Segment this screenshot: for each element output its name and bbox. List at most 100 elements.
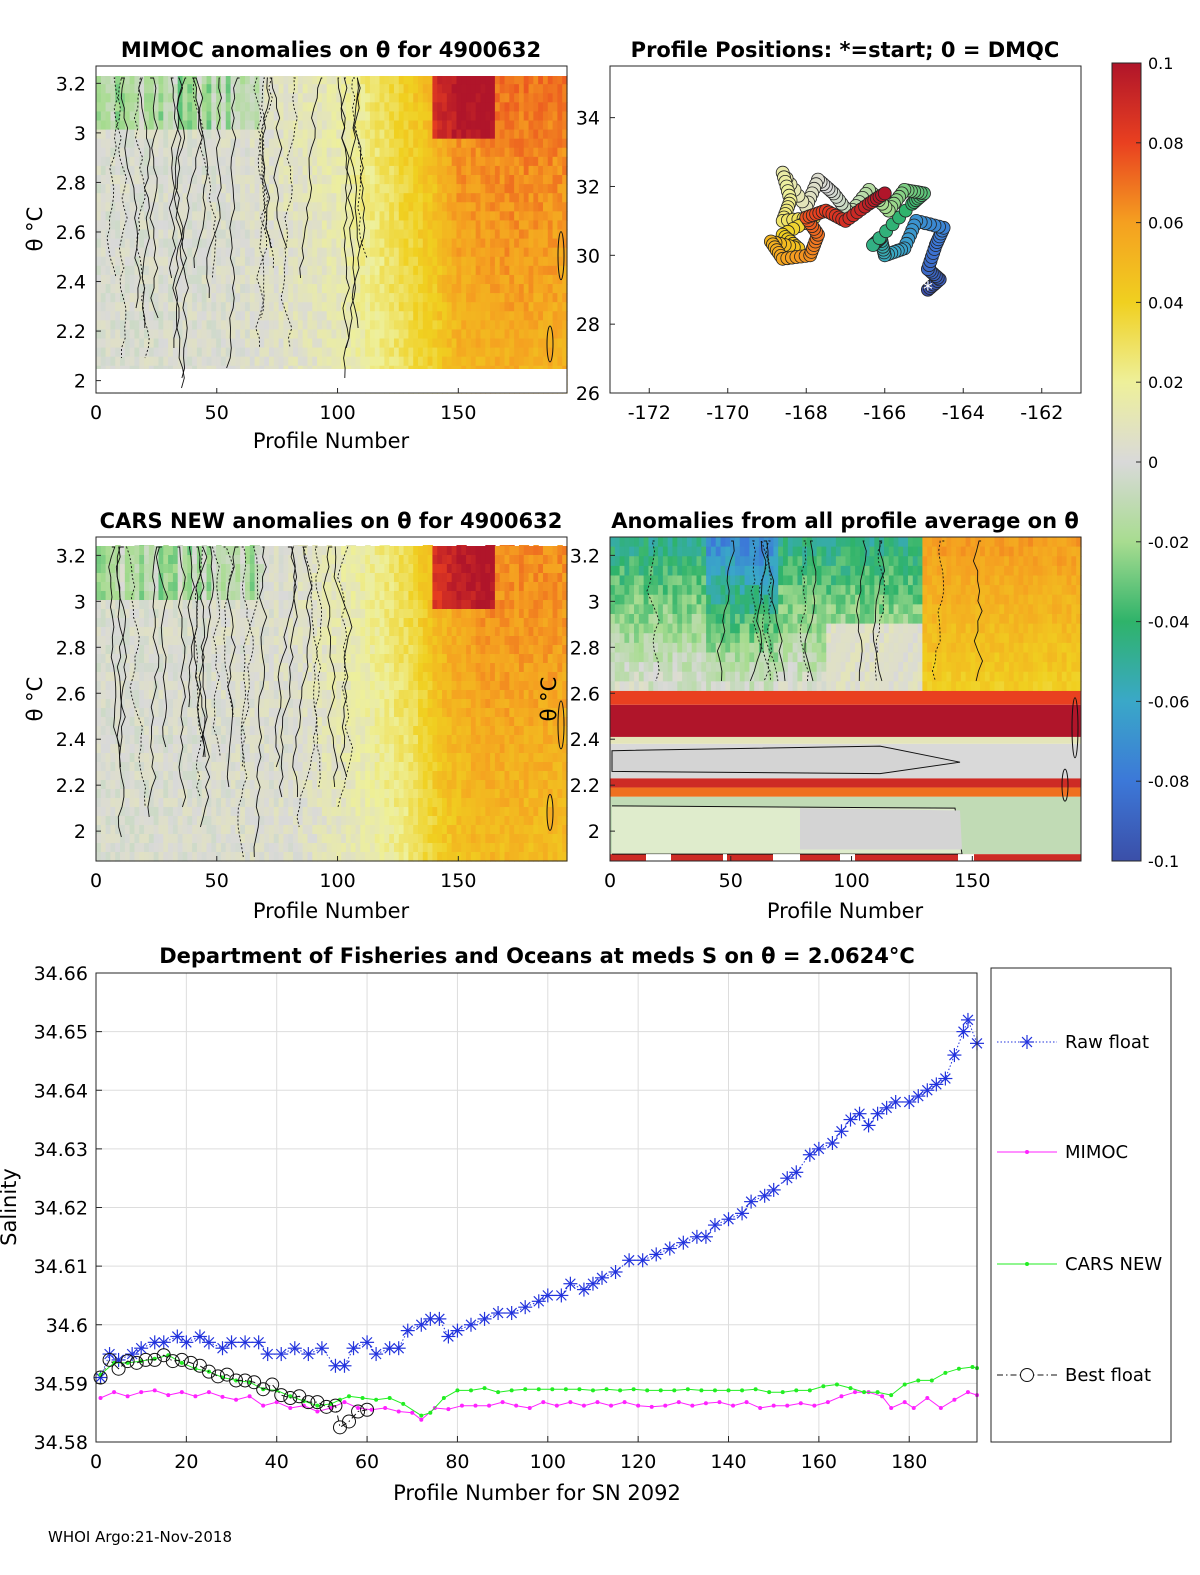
heatmap-cell — [211, 165, 217, 176]
heatmap-cell — [100, 220, 107, 231]
heatmap-cell — [225, 546, 232, 556]
heatmap-cell — [187, 744, 193, 754]
heatmap-cell — [293, 247, 299, 258]
heatmap-cell — [110, 138, 116, 149]
heatmap-cell — [158, 789, 164, 799]
heatmap-cell — [192, 762, 198, 772]
heatmap-cell — [393, 238, 400, 249]
heatmap-cell — [336, 75, 342, 85]
heatmap-cell — [504, 356, 510, 367]
heatmap-cell — [283, 338, 289, 349]
heatmap-cell — [230, 600, 236, 610]
heatmap-cell — [235, 211, 241, 222]
heatmap-cell — [172, 780, 179, 790]
heatmap-cell — [163, 789, 169, 799]
heatmap-cell — [384, 193, 390, 203]
heatmap-cell — [475, 320, 482, 331]
heatmap-cell — [240, 663, 246, 673]
heatmap-cell — [475, 93, 482, 103]
heatmap-cell — [494, 120, 501, 131]
heatmap-cell — [192, 184, 198, 194]
heatmap-cell — [163, 129, 169, 140]
heatmap-cell — [148, 211, 155, 222]
heatmap-cell — [187, 816, 193, 826]
heatmap-cell — [244, 175, 251, 185]
heatmap-cell — [129, 645, 136, 655]
heatmap-cell — [100, 744, 107, 754]
heatmap-cell — [269, 311, 275, 321]
heatmap-cell — [196, 338, 203, 349]
heatmap-cell — [206, 120, 212, 131]
heatmap-cell — [163, 852, 169, 862]
heatmap-cell — [206, 582, 212, 592]
heatmap-cell — [321, 311, 328, 321]
heatmap-cell — [369, 102, 376, 113]
heatmap-cell — [244, 265, 251, 276]
heatmap-cell — [374, 111, 381, 122]
heatmap-cell — [269, 274, 275, 285]
heatmap-cell — [456, 293, 462, 303]
heatmap-cell — [158, 75, 164, 85]
heatmap-cell — [124, 744, 131, 754]
heatmap-cell — [216, 564, 222, 574]
heatmap-cell — [466, 356, 472, 367]
heatmap-cell — [514, 93, 520, 103]
heatmap-cell — [211, 645, 217, 655]
heatmap-cell — [168, 681, 174, 691]
heatmap-cell — [153, 274, 160, 285]
heatmap-cell — [105, 771, 112, 781]
heatmap-cell — [446, 302, 453, 312]
heatmap-cell — [249, 672, 256, 682]
heatmap-cell — [480, 202, 486, 212]
heatmap-cell — [379, 175, 385, 185]
heatmap-cell — [249, 147, 256, 158]
heatmap-cell — [293, 84, 299, 94]
heatmap-cell — [259, 807, 265, 817]
heatmap-cell — [509, 84, 515, 94]
heatmap-cell — [182, 699, 188, 709]
heatmap-cell — [389, 302, 395, 312]
heatmap-cell — [182, 708, 188, 718]
heatmap-cell — [490, 120, 496, 131]
heatmap-cell — [254, 627, 261, 637]
heatmap-cell — [523, 329, 530, 340]
heatmap-cell — [350, 302, 357, 312]
heatmap-cell — [466, 111, 472, 122]
heatmap-cell — [442, 256, 448, 267]
heatmap-cell — [547, 120, 554, 131]
heatmap-cell — [105, 129, 112, 140]
heatmap-cell — [269, 347, 275, 358]
heatmap-cell — [134, 202, 140, 212]
heatmap-cell — [244, 717, 251, 727]
heatmap-cell — [283, 120, 289, 131]
heatmap-cell — [196, 356, 203, 367]
heatmap-cell — [485, 229, 491, 240]
heatmap-cell — [254, 636, 261, 646]
heatmap-cell — [384, 265, 390, 276]
heatmap-cell — [413, 347, 419, 358]
heatmap-cell — [365, 84, 371, 94]
heatmap-cell — [244, 591, 251, 601]
heatmap-cell — [96, 229, 102, 240]
heatmap-cell — [124, 329, 131, 340]
heatmap-cell — [432, 84, 438, 94]
heatmap-cell — [230, 202, 236, 212]
heatmap-cell — [466, 274, 472, 285]
heatmap-cell — [168, 609, 174, 619]
heatmap-cell — [317, 184, 323, 194]
heatmap-cell — [120, 356, 126, 367]
heatmap-cell — [557, 284, 563, 294]
heatmap-cell — [369, 75, 376, 85]
heatmap-cell — [120, 582, 126, 592]
heatmap-cell — [509, 147, 515, 158]
heatmap-cell — [105, 165, 112, 176]
heatmap-cell — [283, 274, 289, 285]
heatmap-cell — [100, 699, 107, 709]
heatmap-cell — [254, 102, 261, 113]
heatmap-cell — [120, 546, 126, 556]
heatmap-cell — [557, 120, 563, 131]
heatmap-cell — [177, 762, 184, 772]
heatmap-cell — [264, 238, 270, 249]
heatmap-cell — [384, 129, 390, 140]
heatmap-cell — [168, 555, 174, 565]
